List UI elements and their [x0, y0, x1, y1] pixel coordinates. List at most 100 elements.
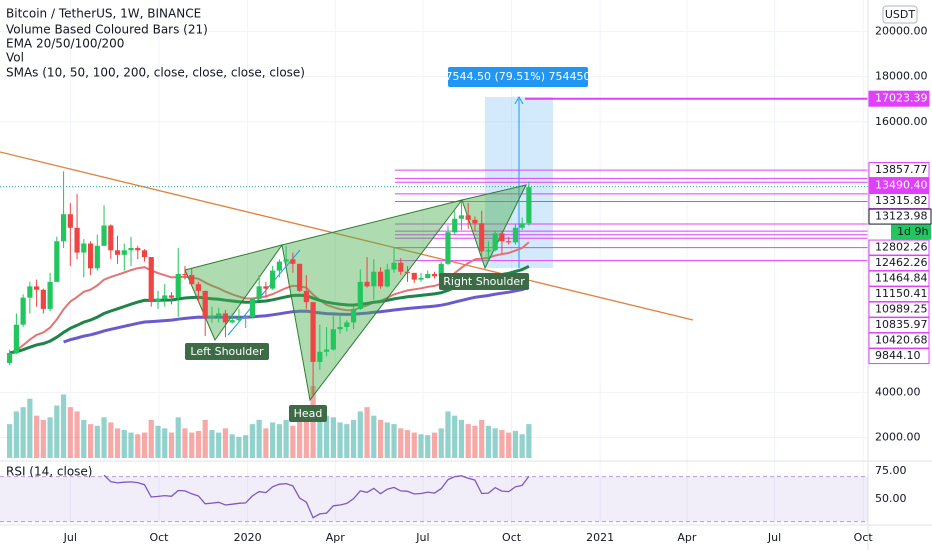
candle-body — [148, 257, 154, 302]
volume-bar — [202, 419, 208, 458]
candle-body — [519, 223, 525, 228]
x-tick-label: Oct — [149, 531, 169, 544]
volume-bar — [87, 424, 94, 458]
volume-bar — [526, 424, 532, 458]
volume-bar — [27, 398, 33, 458]
candle-body — [74, 227, 80, 253]
volume-bar — [189, 432, 195, 458]
volume-bar — [168, 432, 175, 458]
y-tick-label: 20000.00 — [875, 25, 928, 38]
candle-body — [384, 269, 390, 287]
volume-bar — [377, 419, 384, 458]
volume-bar — [512, 430, 519, 458]
volume-bar — [222, 428, 229, 458]
volume-bar — [479, 419, 485, 458]
volume-bar — [13, 411, 19, 458]
volume-bar — [411, 432, 417, 458]
levels — [0, 97, 868, 262]
y-tick-label: 2000.00 — [875, 430, 921, 443]
level-label-box — [868, 90, 930, 107]
level-label-box — [868, 348, 930, 365]
candle-body — [101, 225, 107, 246]
rsi-pane — [0, 474, 868, 523]
volume-bar — [270, 422, 276, 458]
candle-body — [34, 286, 40, 290]
volume-bar — [74, 411, 80, 458]
rsi-band — [0, 476, 868, 522]
candle-body — [506, 241, 512, 243]
candle-body — [47, 281, 53, 309]
candle-body — [54, 241, 60, 282]
level-label: 10835.97 — [875, 318, 928, 331]
x-tick-label: Jul — [63, 531, 77, 544]
y-tick-label: 4000.00 — [875, 385, 921, 398]
volume-bar — [337, 422, 343, 458]
level-label: 12462.26 — [875, 256, 928, 269]
volume-bar — [94, 425, 100, 458]
candle-body — [418, 278, 424, 280]
level-label: 10420.68 — [875, 334, 928, 347]
volume-bar — [317, 407, 323, 458]
candle-body — [20, 297, 26, 325]
candle-body — [499, 233, 505, 242]
measure-label-box — [448, 67, 588, 87]
level-label: 13857.77 — [875, 163, 928, 176]
candle-body — [391, 262, 397, 270]
candle-body — [411, 272, 417, 280]
candle-body — [344, 322, 350, 327]
candle-body — [438, 263, 444, 277]
volume-bar — [290, 425, 296, 458]
volume-bar — [297, 415, 303, 458]
candle-body — [357, 281, 363, 309]
volume-bar — [243, 435, 249, 458]
x-tick-label: Oct — [854, 531, 874, 544]
volume-bar — [60, 394, 67, 458]
candle-body — [114, 250, 121, 255]
volume-bar — [175, 417, 181, 458]
level-label: 11150.41 — [875, 287, 928, 300]
volume-bar — [357, 411, 363, 458]
trend-line — [0, 151, 694, 321]
legend: Bitcoin / TetherUS, 1W, BINANCE Volume B… — [6, 7, 305, 80]
candle-body — [452, 218, 458, 233]
candle-body — [94, 245, 100, 269]
candle-body — [492, 233, 498, 251]
volume-bar — [384, 422, 390, 458]
candle-body — [189, 275, 195, 285]
volume-bar — [344, 424, 350, 458]
volume-bar — [506, 432, 512, 458]
candle-body — [445, 232, 451, 264]
legend-title: Bitcoin / TetherUS, 1W, BINANCE — [6, 7, 201, 21]
candle-body — [290, 259, 296, 264]
candle-body — [209, 315, 215, 318]
currency[interactable]: USDT — [885, 8, 916, 21]
volume-bar — [141, 432, 148, 458]
countdown-box — [891, 224, 931, 240]
grid — [0, 0, 868, 525]
x-tick-label: 2020 — [234, 531, 262, 544]
candle-body — [222, 313, 229, 323]
volume-bar — [499, 430, 505, 458]
current-price-box — [868, 208, 932, 225]
candle-body — [526, 187, 532, 224]
candle-body — [398, 262, 404, 272]
candles — [7, 171, 532, 397]
volume-bar — [283, 419, 289, 458]
candle-body — [465, 215, 471, 220]
currency-box[interactable] — [882, 5, 918, 24]
volume-bar — [371, 415, 377, 458]
volume-bar — [350, 419, 357, 458]
y-tick-label: 18000.00 — [875, 70, 928, 83]
x-tick-label: 2021 — [586, 531, 614, 544]
volume-bar — [492, 428, 498, 458]
volume-bar — [249, 424, 256, 458]
candle-body — [330, 329, 336, 350]
volume-bar — [445, 411, 451, 458]
candle-body — [168, 295, 175, 298]
x-tick-label: Jul — [415, 531, 429, 544]
candle-body — [283, 259, 289, 262]
candle-body — [479, 223, 485, 252]
candle-body — [121, 250, 127, 255]
candle-body — [472, 219, 478, 224]
candle-body — [195, 284, 202, 291]
